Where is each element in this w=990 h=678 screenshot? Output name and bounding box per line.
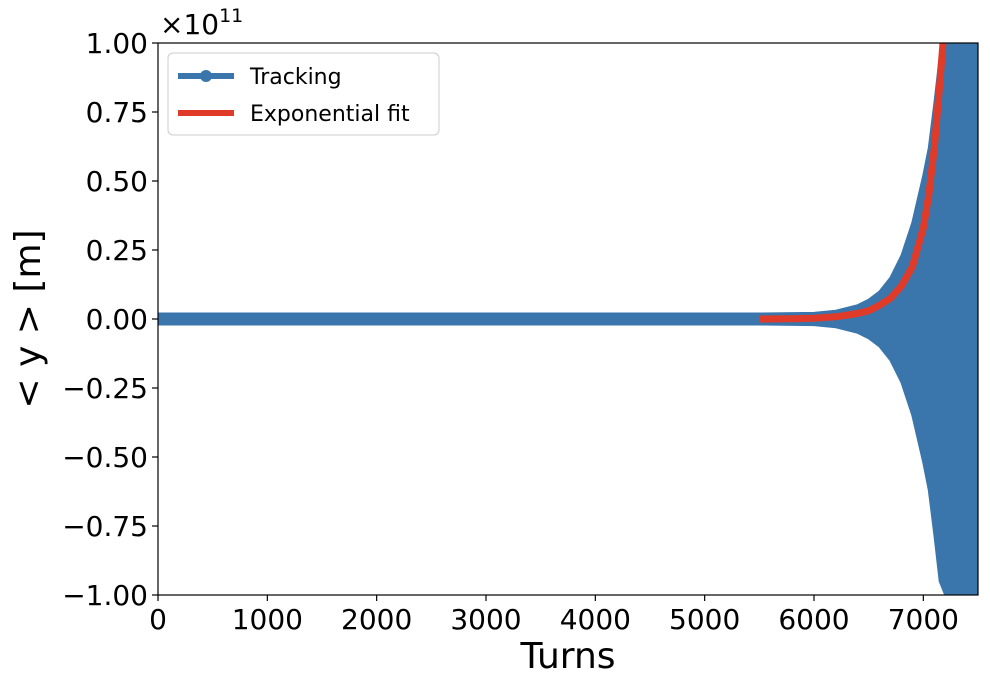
y-axis-label: < y > [m] (8, 229, 49, 408)
legend-tracking-marker (200, 70, 212, 82)
legend-exponential-fit-label: Exponential fit (250, 102, 410, 127)
x-axis-label: Turns (519, 636, 615, 677)
x-tick-label: 2000 (341, 603, 412, 636)
series-layer (158, 43, 978, 595)
exponential-fit-series (759, 43, 947, 323)
y-tick-label: −1.00 (62, 579, 148, 612)
x-axis-ticks: 0 1000 2000 3000 4000 5000 6000 7000 (149, 595, 959, 636)
y-tick-label: 0.25 (86, 234, 148, 267)
tracking-series (158, 43, 978, 595)
y-tick-label: 0.75 (86, 96, 148, 129)
x-tick-label: 7000 (888, 603, 959, 636)
x-tick-label: 6000 (778, 603, 849, 636)
x-tick-label: 1000 (232, 603, 303, 636)
x-tick-label: 4000 (560, 603, 631, 636)
y-offset-base: ×10 (160, 8, 219, 41)
y-tick-label: 0.00 (86, 303, 148, 336)
y-tick-label: −0.75 (62, 510, 148, 543)
x-tick-label: 0 (149, 603, 167, 636)
legend-box (167, 52, 440, 136)
y-tick-label: −0.25 (62, 372, 148, 405)
y-axis-ticks: 1.00 0.75 0.50 0.25 0.00 −0.25 −0.50 −0.75 −1.00 (62, 27, 158, 612)
legend: Tracking Exponential fit (167, 52, 440, 136)
x-tick-label: 5000 (669, 603, 740, 636)
legend-tracking-label: Tracking (249, 65, 342, 90)
y-tick-label: −0.50 (62, 441, 148, 474)
y-tick-label: 0.50 (86, 165, 148, 198)
y-tick-label: 1.00 (86, 27, 148, 60)
y-offset-text: ×1011 (160, 5, 243, 41)
x-tick-label: 3000 (450, 603, 521, 636)
y-offset-exponent: 11 (219, 5, 243, 27)
